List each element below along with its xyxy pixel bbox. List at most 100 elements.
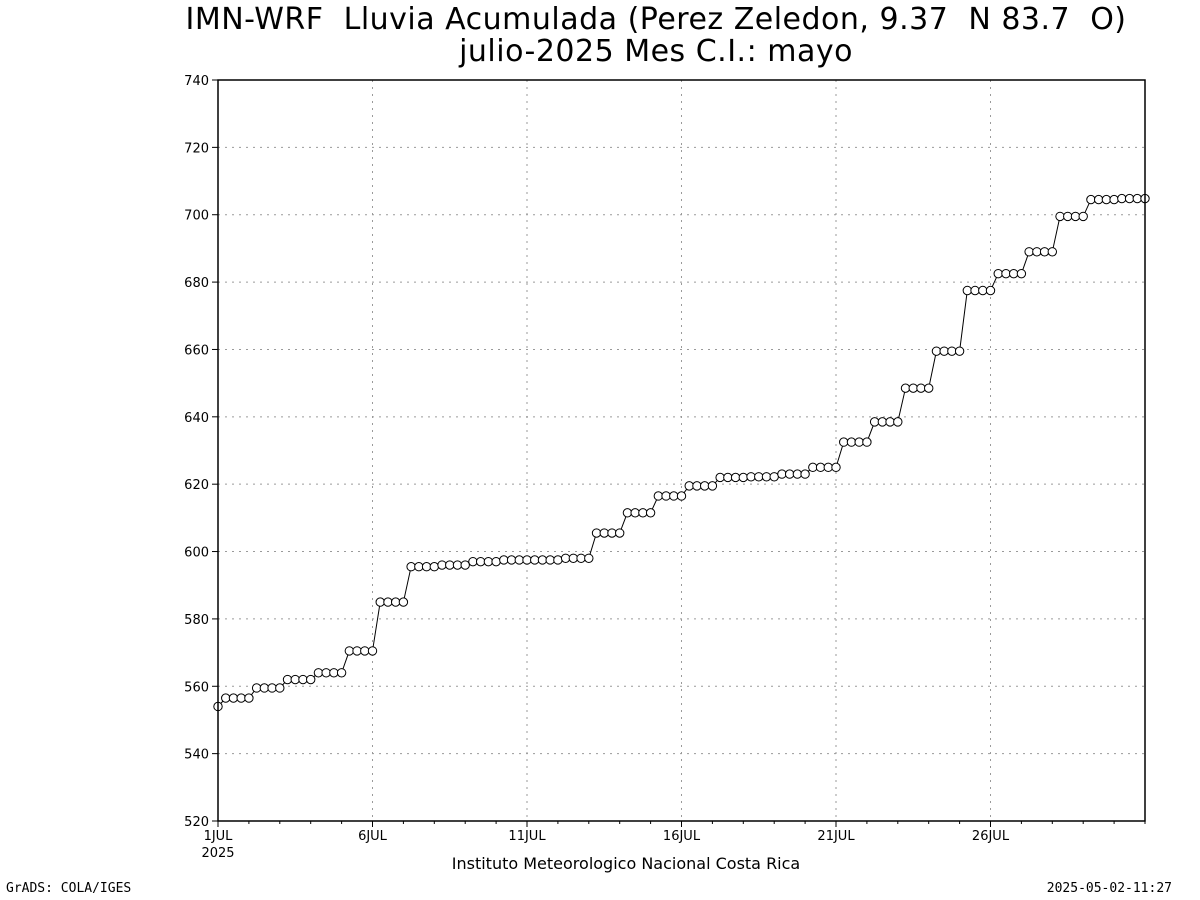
- data-point: [931, 346, 942, 356]
- chart-title: IMN-WRF Lluvia Acumulada (Perez Zeledon,…: [185, 2, 1127, 37]
- y-tick-label: 560: [184, 680, 209, 695]
- data-point: [815, 462, 826, 473]
- data-point: [962, 285, 973, 296]
- data-point: [329, 668, 339, 678]
- data-point: [769, 472, 779, 482]
- data-point: [560, 553, 571, 563]
- data-point: [483, 556, 494, 567]
- data-point: [244, 693, 254, 703]
- data-point: [1047, 247, 1058, 257]
- data-point: [321, 668, 331, 678]
- y-tick-label: 540: [184, 748, 209, 763]
- x-axis-label: Instituto Meteorologico Nacional Costa R…: [452, 854, 800, 873]
- data-point: [869, 417, 880, 427]
- x-tick-label: 26JUL: [972, 829, 1010, 844]
- data-point: [831, 462, 841, 473]
- data-point: [530, 555, 540, 565]
- data-point: [885, 417, 895, 427]
- data-point: [491, 556, 501, 567]
- data-point: [661, 491, 671, 501]
- data-point: [638, 508, 648, 518]
- y-tick-label: 700: [184, 209, 209, 224]
- data-point: [854, 437, 864, 447]
- data-point: [1008, 268, 1019, 279]
- data-point: [792, 469, 803, 479]
- y-tick-label: 640: [184, 411, 209, 426]
- data-point: [900, 383, 911, 393]
- data-point: [993, 268, 1003, 279]
- data-point: [1132, 193, 1142, 204]
- data-point: [506, 555, 517, 565]
- data-point: [1055, 211, 1065, 222]
- data-point: [645, 508, 656, 518]
- data-point: [236, 693, 246, 703]
- data-point: [499, 555, 509, 565]
- data-point: [1086, 194, 1096, 205]
- data-point: [1063, 211, 1073, 222]
- y-tick-label: 660: [184, 343, 209, 358]
- y-tick-label: 520: [184, 815, 209, 830]
- data-point: [228, 693, 239, 703]
- timestamp: 2025-05-02-11:27: [1046, 881, 1172, 896]
- data-point: [653, 491, 664, 501]
- data-point: [545, 555, 555, 565]
- data-point: [251, 683, 262, 693]
- data-point: [1093, 194, 1104, 205]
- data-point: [313, 668, 324, 678]
- data-point: [259, 683, 270, 693]
- x-year-label: 2025: [201, 846, 234, 861]
- data-point: [437, 560, 447, 570]
- data-point: [630, 508, 640, 518]
- data-point: [390, 597, 401, 607]
- data-point: [275, 683, 285, 693]
- data-point: [468, 556, 478, 567]
- data-point: [607, 528, 617, 538]
- data-point: [576, 553, 586, 563]
- y-tick-label: 580: [184, 613, 209, 628]
- data-point: [615, 528, 625, 538]
- data-point: [360, 646, 370, 656]
- data-point: [893, 417, 903, 427]
- data-point: [684, 481, 694, 491]
- data-point: [715, 472, 725, 483]
- data-point: [862, 437, 872, 447]
- data-point: [699, 481, 710, 491]
- data-point: [808, 462, 818, 473]
- data-point: [1078, 211, 1088, 222]
- x-tick-label: 11JUL: [508, 829, 546, 844]
- data-point: [282, 674, 293, 685]
- data-point: [754, 472, 764, 482]
- software-credit: GrADS: COLA/IGES: [6, 881, 132, 896]
- plot-frame: [217, 79, 1146, 822]
- data-point: [398, 597, 409, 607]
- data-point: [1001, 268, 1011, 279]
- data-point: [784, 469, 795, 479]
- data-point: [777, 469, 787, 479]
- y-tick-label: 680: [184, 276, 209, 291]
- data-point: [738, 472, 748, 483]
- data-point: [800, 469, 810, 479]
- data-point: [669, 491, 679, 501]
- data-point: [553, 555, 563, 565]
- data-point: [839, 437, 849, 447]
- data-point: [336, 668, 347, 678]
- data-point: [445, 560, 455, 570]
- data-point: [1109, 194, 1119, 205]
- data-point: [1016, 268, 1027, 279]
- data-point: [978, 285, 988, 296]
- data-point: [267, 683, 277, 693]
- data-point: [421, 562, 432, 572]
- data-point: [823, 462, 833, 473]
- data-point: [383, 597, 393, 607]
- data-point: [599, 528, 609, 538]
- data-point: [1124, 193, 1135, 204]
- data-point: [939, 346, 949, 356]
- data-point: [908, 383, 918, 393]
- x-tick-label: 6JUL: [358, 829, 388, 844]
- x-tick-label: 21JUL: [817, 829, 855, 844]
- data-point: [622, 508, 633, 518]
- data-point: [985, 285, 996, 296]
- data-point: [723, 472, 733, 483]
- data-point: [746, 472, 756, 482]
